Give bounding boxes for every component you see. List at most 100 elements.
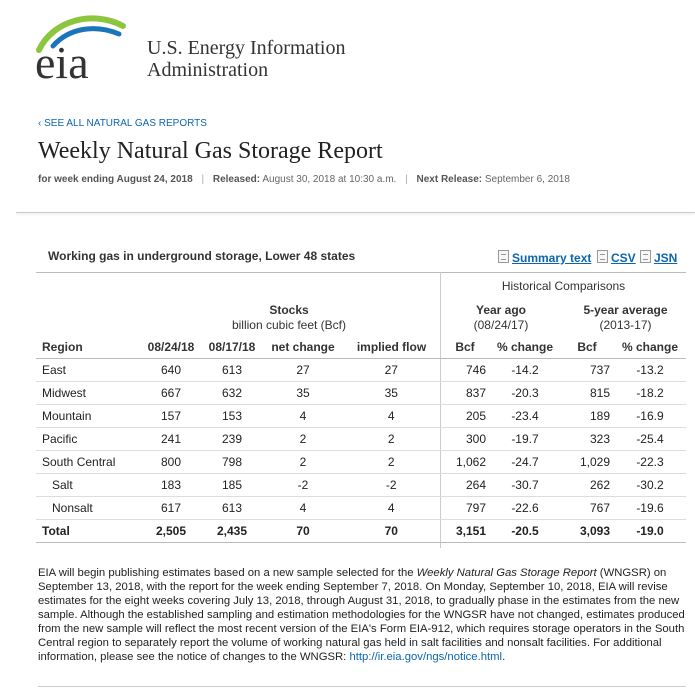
table-top-border bbox=[36, 272, 686, 273]
released-label: Released: bbox=[212, 174, 261, 185]
col-header-five-year-pct: % change bbox=[614, 336, 686, 359]
cell-year-ago-bcf: 300 bbox=[439, 427, 490, 451]
released-value: August 30, 2018 at 10:30 a.m. bbox=[262, 174, 397, 185]
cell-current-week: 241 bbox=[141, 427, 201, 451]
separator: | bbox=[201, 174, 205, 185]
cell-implied-flow: 4 bbox=[343, 404, 440, 428]
eia-logo[interactable]: eia bbox=[33, 12, 133, 88]
cell-current-week: 183 bbox=[141, 473, 201, 497]
cell-year-ago-bcf: 264 bbox=[439, 473, 490, 497]
cell-year-ago-pct: -24.7 bbox=[490, 450, 560, 474]
notice-report-name: Weekly Natural Gas Storage Report bbox=[416, 567, 597, 579]
summary-text-link[interactable]: Summary text bbox=[498, 250, 591, 265]
table-row: Nonsalt 617 613 4 4 797 -22.6 767 -19.6 bbox=[36, 496, 686, 520]
logo-text: eia bbox=[35, 37, 89, 84]
cell-implied-flow: -2 bbox=[343, 473, 440, 497]
cell-net-change: 2 bbox=[263, 450, 343, 474]
table-row: East 640 613 27 27 746 -14.2 737 -13.2 bbox=[36, 358, 686, 382]
cell-prior-week: 613 bbox=[201, 358, 263, 382]
table-title: Working gas in underground storage, Lowe… bbox=[48, 249, 356, 263]
cell-year-ago-bcf: 837 bbox=[439, 381, 490, 405]
cell-five-year-bcf: 323 bbox=[560, 427, 614, 451]
column-header-row: Region 08/24/18 08/17/18 net change impl… bbox=[36, 336, 686, 359]
year-ago-header: Year ago (08/24/17) bbox=[441, 303, 561, 333]
cell-five-year-pct: -19.0 bbox=[614, 519, 686, 543]
cell-net-change: 70 bbox=[263, 519, 343, 543]
year-ago-date: (08/24/17) bbox=[473, 318, 529, 332]
section-divider bbox=[16, 212, 695, 213]
cell-year-ago-pct: -30.7 bbox=[490, 473, 560, 497]
table-row: South Central 800 798 2 2 1,062 -24.7 1,029 -22.… bbox=[36, 450, 686, 474]
org-name[interactable]: U.S. Energy Information Administration bbox=[147, 37, 346, 81]
separator: | bbox=[405, 174, 408, 185]
cell-current-week: 640 bbox=[141, 358, 201, 382]
cell-five-year-bcf: 189 bbox=[560, 404, 614, 428]
eia-logo-mark: eia bbox=[35, 15, 126, 88]
cell-implied-flow: 2 bbox=[343, 450, 440, 474]
cell-five-year-pct: -25.4 bbox=[614, 427, 686, 451]
cell-prior-week: 632 bbox=[201, 381, 263, 405]
org-name-line2: Administration bbox=[147, 59, 269, 81]
cell-five-year-pct: -30.2 bbox=[614, 473, 686, 497]
cell-year-ago-bcf: 746 bbox=[439, 358, 490, 382]
cell-prior-week: 185 bbox=[201, 473, 263, 497]
stocks-label: Stocks bbox=[269, 303, 309, 317]
cell-five-year-bcf: 3,093 bbox=[560, 519, 614, 543]
cell-net-change: 4 bbox=[263, 496, 343, 520]
cell-five-year-pct: -19.6 bbox=[614, 496, 686, 520]
cell-net-change: 35 bbox=[263, 381, 343, 405]
table-row: Mountain 157 153 4 4 205 -23.4 189 -16.9 bbox=[36, 404, 686, 428]
cell-implied-flow: 2 bbox=[343, 427, 440, 451]
cell-five-year-pct: -13.2 bbox=[614, 358, 686, 382]
col-header-net-change: net change bbox=[263, 336, 343, 359]
sample-change-notice: EIA will begin publishing estimates base… bbox=[38, 566, 688, 664]
cell-region: Total bbox=[36, 519, 141, 543]
summary-text-label: Summary text bbox=[512, 251, 592, 265]
cell-region: South Central bbox=[36, 450, 141, 474]
csv-label: CSV bbox=[611, 251, 636, 265]
col-header-region: Region bbox=[36, 336, 141, 359]
cell-current-week: 667 bbox=[141, 381, 201, 405]
cell-prior-week: 2,435 bbox=[201, 519, 263, 543]
cell-year-ago-pct: -20.3 bbox=[490, 381, 560, 405]
cell-region: Salt bbox=[36, 473, 141, 497]
cell-five-year-pct: -16.9 bbox=[614, 404, 686, 428]
five-year-label: 5-year average bbox=[583, 303, 668, 317]
cell-implied-flow: 70 bbox=[343, 519, 440, 543]
cell-region: Pacific bbox=[36, 427, 141, 451]
col-header-implied-flow: implied flow bbox=[343, 336, 440, 359]
cell-five-year-bcf: 737 bbox=[560, 358, 614, 382]
see-all-reports-link[interactable]: ‹ SEE ALL NATURAL GAS REPORTS bbox=[38, 118, 207, 129]
notice-link[interactable]: http://ir.eia.gov/ngs/notice.html bbox=[349, 651, 503, 663]
year-ago-label: Year ago bbox=[475, 303, 527, 317]
cell-five-year-pct: -22.3 bbox=[614, 450, 686, 474]
cell-year-ago-pct: -19.7 bbox=[490, 427, 560, 451]
col-header-current-week: 08/24/18 bbox=[141, 336, 201, 359]
cell-region: Nonsalt bbox=[36, 496, 141, 520]
five-year-header: 5-year average (2013-17) bbox=[565, 303, 686, 333]
cell-prior-week: 153 bbox=[201, 404, 263, 428]
cell-net-change: 4 bbox=[263, 404, 343, 428]
cell-prior-week: 798 bbox=[201, 450, 263, 474]
cell-year-ago-bcf: 205 bbox=[439, 404, 490, 428]
cell-five-year-bcf: 262 bbox=[560, 473, 614, 497]
document-icon bbox=[597, 250, 608, 263]
release-info: for week ending August 24, 2018 | Releas… bbox=[38, 174, 570, 185]
cell-net-change: -2 bbox=[263, 473, 343, 497]
cell-five-year-bcf: 767 bbox=[560, 496, 614, 520]
col-header-year-ago-bcf: Bcf bbox=[440, 336, 490, 359]
stocks-header: Stocks billion cubic feet (Bcf) bbox=[145, 303, 433, 333]
cell-year-ago-bcf: 3,151 bbox=[439, 519, 490, 543]
cell-implied-flow: 35 bbox=[343, 381, 440, 405]
cell-current-week: 157 bbox=[141, 404, 201, 428]
week-ending: for week ending August 24, 2018 bbox=[38, 174, 193, 185]
json-label: JSN bbox=[654, 251, 678, 265]
page-title: Weekly Natural Gas Storage Report bbox=[38, 138, 383, 164]
json-link[interactable]: JSN bbox=[640, 250, 677, 265]
next-release-value: September 6, 2018 bbox=[484, 174, 570, 185]
cell-year-ago-bcf: 797 bbox=[439, 496, 490, 520]
historical-comparisons-header: Historical Comparisons bbox=[501, 279, 626, 293]
cell-net-change: 27 bbox=[263, 358, 343, 382]
cell-region: Mountain bbox=[36, 404, 141, 428]
csv-link[interactable]: CSV bbox=[597, 250, 636, 265]
